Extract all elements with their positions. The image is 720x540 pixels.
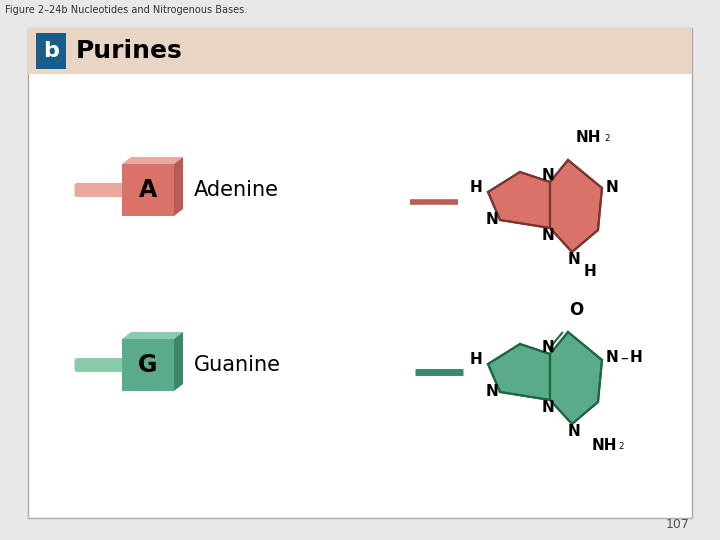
Text: N: N: [485, 384, 498, 400]
Polygon shape: [488, 344, 550, 400]
Polygon shape: [174, 157, 183, 216]
Text: 107: 107: [666, 518, 690, 531]
FancyBboxPatch shape: [74, 358, 125, 372]
Polygon shape: [488, 172, 550, 228]
FancyBboxPatch shape: [28, 28, 692, 518]
Text: Purines: Purines: [76, 39, 183, 63]
Bar: [28, 28, 692, 74]
Text: H: H: [469, 180, 482, 195]
Text: G: G: [138, 353, 158, 377]
Text: H: H: [469, 353, 482, 368]
Bar: [36, 33, 66, 69]
Text: $_2$: $_2$: [618, 440, 625, 453]
Bar: [122, 164, 174, 216]
Text: NH: NH: [576, 131, 601, 145]
Text: N: N: [606, 350, 618, 366]
Text: b: b: [43, 41, 59, 61]
Text: O: O: [569, 301, 583, 319]
Text: H: H: [584, 265, 596, 280]
Text: Adenine: Adenine: [194, 180, 279, 200]
Polygon shape: [550, 160, 602, 252]
FancyBboxPatch shape: [74, 183, 125, 197]
Text: N: N: [567, 253, 580, 267]
Bar: [122, 339, 174, 391]
Text: N: N: [541, 401, 554, 415]
Text: NH: NH: [592, 438, 618, 454]
Polygon shape: [122, 157, 183, 164]
Text: N: N: [541, 228, 554, 244]
Text: N: N: [567, 424, 580, 440]
Text: –: –: [620, 350, 628, 366]
Text: H: H: [629, 350, 642, 366]
Polygon shape: [174, 332, 183, 391]
Text: N: N: [541, 340, 554, 354]
Text: $_2$: $_2$: [604, 132, 611, 145]
Text: Figure 2–24b Nucleotides and Nitrogenous Bases.: Figure 2–24b Nucleotides and Nitrogenous…: [5, 5, 247, 15]
Text: Guanine: Guanine: [194, 355, 281, 375]
Text: A: A: [139, 178, 157, 202]
Polygon shape: [550, 332, 602, 424]
Text: N: N: [606, 180, 618, 195]
Polygon shape: [122, 332, 183, 339]
Text: N: N: [485, 213, 498, 227]
Text: N: N: [541, 167, 554, 183]
